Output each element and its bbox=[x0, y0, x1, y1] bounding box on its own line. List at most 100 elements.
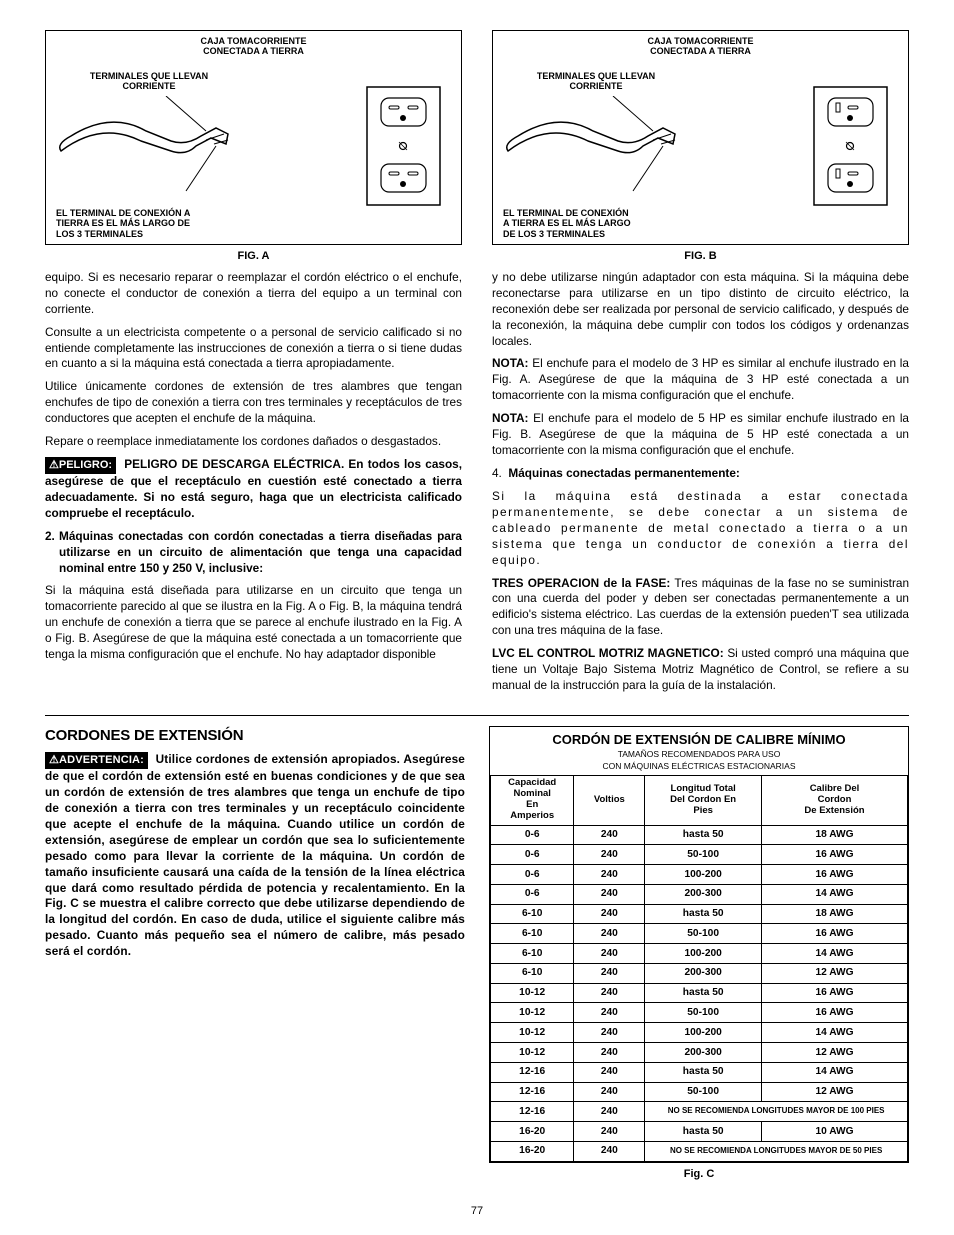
list-4-text: Máquinas conectadas permanentemente: bbox=[508, 466, 739, 480]
cell-gauge: 18 AWG bbox=[762, 825, 908, 845]
fig-b-caption: FIG. B bbox=[684, 249, 716, 264]
cordones-body: ⚠ADVERTENCIA: Utilice cordones de extens… bbox=[45, 752, 465, 960]
cell-length: 50-100 bbox=[645, 845, 762, 865]
left-p5: Si la máquina está diseñada para utiliza… bbox=[45, 583, 462, 663]
cell-amps: 10-12 bbox=[491, 1003, 574, 1023]
cell-note: NO SE RECOMIENDA LONGITUDES MAYOR DE 50 … bbox=[645, 1141, 908, 1161]
cell-amps: 16-20 bbox=[491, 1141, 574, 1161]
cell-gauge: 16 AWG bbox=[762, 924, 908, 944]
cell-gauge: 12 AWG bbox=[762, 1043, 908, 1063]
fig-a-label-mid: TERMINALES QUE LLEVANCORRIENTE bbox=[64, 71, 234, 92]
cell-volts: 240 bbox=[574, 983, 645, 1003]
nota-1: NOTA: El enchufe para el modelo de 3 HP … bbox=[492, 356, 909, 404]
cell-length: hasta 50 bbox=[645, 825, 762, 845]
warning-triangle-icon: ⚠ bbox=[49, 459, 59, 471]
cell-length: 50-100 bbox=[645, 1003, 762, 1023]
left-p1: equipo. Si es necesario reparar o reempl… bbox=[45, 270, 462, 318]
lvc-block: LVC EL CONTROL MOTRIZ MAGNETICO: Si uste… bbox=[492, 646, 909, 694]
cell-volts: 240 bbox=[574, 944, 645, 964]
fig-a-caption: FIG. A bbox=[238, 249, 270, 264]
gauge-table: CapacidadNominalEnAmperios Voltios Longi… bbox=[490, 775, 908, 1162]
cell-length: 100-200 bbox=[645, 944, 762, 964]
table-row: 0-6240200-30014 AWG bbox=[491, 884, 908, 904]
cell-amps: 0-6 bbox=[491, 845, 574, 865]
table-title: CORDÓN DE EXTENSIÓN DE CALIBRE MÍNIMO bbox=[490, 727, 908, 749]
lower-row: CORDONES DE EXTENSIÓN ⚠ADVERTENCIA: Util… bbox=[45, 726, 909, 1181]
table-wrap: CORDÓN DE EXTENSIÓN DE CALIBRE MÍNIMO TA… bbox=[489, 726, 909, 1163]
cell-amps: 16-20 bbox=[491, 1122, 574, 1142]
cell-length: hasta 50 bbox=[645, 983, 762, 1003]
nota1-text: El enchufe para el modelo de 3 HP es sim… bbox=[492, 356, 909, 402]
table-row: 10-1224050-10016 AWG bbox=[491, 1003, 908, 1023]
cell-volts: 240 bbox=[574, 1043, 645, 1063]
left-p3: Utilice únicamente cordones de extensión… bbox=[45, 379, 462, 427]
advertencia-badge: ⚠ADVERTENCIA: bbox=[45, 752, 148, 769]
cell-amps: 6-10 bbox=[491, 963, 574, 983]
table-row: 12-1624050-10012 AWG bbox=[491, 1082, 908, 1102]
table-row: 0-6240hasta 5018 AWG bbox=[491, 825, 908, 845]
fig-c-caption: Fig. C bbox=[489, 1167, 909, 1182]
table-row: 10-12240hasta 5016 AWG bbox=[491, 983, 908, 1003]
tres-block: TRES OPERACION de la FASE: Tres máquinas… bbox=[492, 576, 909, 640]
cell-volts: 240 bbox=[574, 1102, 645, 1122]
nota2-text: El enchufe para el modelo de 5 HP es sim… bbox=[492, 411, 909, 457]
cell-gauge: 16 AWG bbox=[762, 1003, 908, 1023]
tres-bold: TRES OPERACION de la FASE: bbox=[492, 576, 670, 590]
table-sub1: TAMAÑOS RECOMENDADOS PARA USO bbox=[490, 749, 908, 761]
cell-gauge: 12 AWG bbox=[762, 1082, 908, 1102]
cell-amps: 12-16 bbox=[491, 1062, 574, 1082]
cell-amps: 6-10 bbox=[491, 924, 574, 944]
outlet-diagram-a bbox=[366, 86, 441, 206]
cell-length: 50-100 bbox=[645, 1082, 762, 1102]
table-row: 10-12240100-20014 AWG bbox=[491, 1023, 908, 1043]
cell-amps: 0-6 bbox=[491, 865, 574, 885]
cell-amps: 10-12 bbox=[491, 1023, 574, 1043]
right-p2: Si la máquina está destinada a estar con… bbox=[492, 489, 909, 569]
cell-volts: 240 bbox=[574, 924, 645, 944]
cordones-title: CORDONES DE EXTENSIÓN bbox=[45, 726, 465, 746]
th-gauge: Calibre DelCordonDe Extensión bbox=[762, 775, 908, 825]
table-row: 6-1024050-10016 AWG bbox=[491, 924, 908, 944]
table-row: 16-20240hasta 5010 AWG bbox=[491, 1122, 908, 1142]
fig-a-label-bottom: EL TERMINAL DE CONEXIÓN ATIERRA ES EL MÁ… bbox=[56, 208, 236, 239]
content-row: equipo. Si es necesario reparar o reempl… bbox=[45, 270, 909, 701]
content-right: y no debe utilizarse ningún adaptador co… bbox=[492, 270, 909, 701]
nota1-bold: NOTA: bbox=[492, 356, 528, 370]
table-sub2: CON MÁQUINAS ELÉCTRICAS ESTACIONARIAS bbox=[490, 761, 908, 775]
cell-amps: 10-12 bbox=[491, 1043, 574, 1063]
cell-volts: 240 bbox=[574, 1003, 645, 1023]
fig-a-box: CAJA TOMACORRIENTECONECTADA A TIERRA TER… bbox=[45, 30, 462, 245]
cell-length: 200-300 bbox=[645, 963, 762, 983]
cell-amps: 0-6 bbox=[491, 884, 574, 904]
nota-2: NOTA: El enchufe para el modelo de 5 HP … bbox=[492, 411, 909, 459]
cell-volts: 240 bbox=[574, 884, 645, 904]
cell-length: 200-300 bbox=[645, 884, 762, 904]
table-row: 6-10240200-30012 AWG bbox=[491, 963, 908, 983]
table-body: 0-6240hasta 5018 AWG0-624050-10016 AWG0-… bbox=[491, 825, 908, 1161]
cell-gauge: 16 AWG bbox=[762, 983, 908, 1003]
cordones-text: Utilice cordones de extensión apropiados… bbox=[45, 752, 465, 958]
fig-a-label-top: CAJA TOMACORRIENTECONECTADA A TIERRA bbox=[46, 36, 461, 57]
fig-b-label-mid: TERMINALES QUE LLEVANCORRIENTE bbox=[511, 71, 681, 92]
lvc-bold: LVC EL CONTROL MOTRIZ MAGNETICO: bbox=[492, 646, 724, 660]
cell-note: NO SE RECOMIENDA LONGITUDES MAYOR DE 100… bbox=[645, 1102, 908, 1122]
table-row: 16-20240NO SE RECOMIENDA LONGITUDES MAYO… bbox=[491, 1141, 908, 1161]
cell-length: 50-100 bbox=[645, 924, 762, 944]
cell-gauge: 14 AWG bbox=[762, 1023, 908, 1043]
table-row: 12-16240NO SE RECOMIENDA LONGITUDES MAYO… bbox=[491, 1102, 908, 1122]
list-2-num: 2. bbox=[45, 529, 59, 545]
plug-diagram-b bbox=[503, 96, 743, 201]
left-p2: Consulte a un electricista competente o … bbox=[45, 325, 462, 373]
cell-volts: 240 bbox=[574, 904, 645, 924]
table-row: 0-6240100-20016 AWG bbox=[491, 865, 908, 885]
peligro-block: ⚠PELIGRO: PELIGRO DE DESCARGA ELÉCTRICA.… bbox=[45, 457, 462, 522]
th-volts: Voltios bbox=[574, 775, 645, 825]
left-p4: Repare o reemplace inmediatamente los co… bbox=[45, 434, 462, 450]
cell-volts: 240 bbox=[574, 845, 645, 865]
page-number: 77 bbox=[471, 1204, 483, 1219]
cell-volts: 240 bbox=[574, 1141, 645, 1161]
table-row: 0-624050-10016 AWG bbox=[491, 845, 908, 865]
cell-gauge: 18 AWG bbox=[762, 904, 908, 924]
table-row: 10-12240200-30012 AWG bbox=[491, 1043, 908, 1063]
cell-length: 100-200 bbox=[645, 865, 762, 885]
